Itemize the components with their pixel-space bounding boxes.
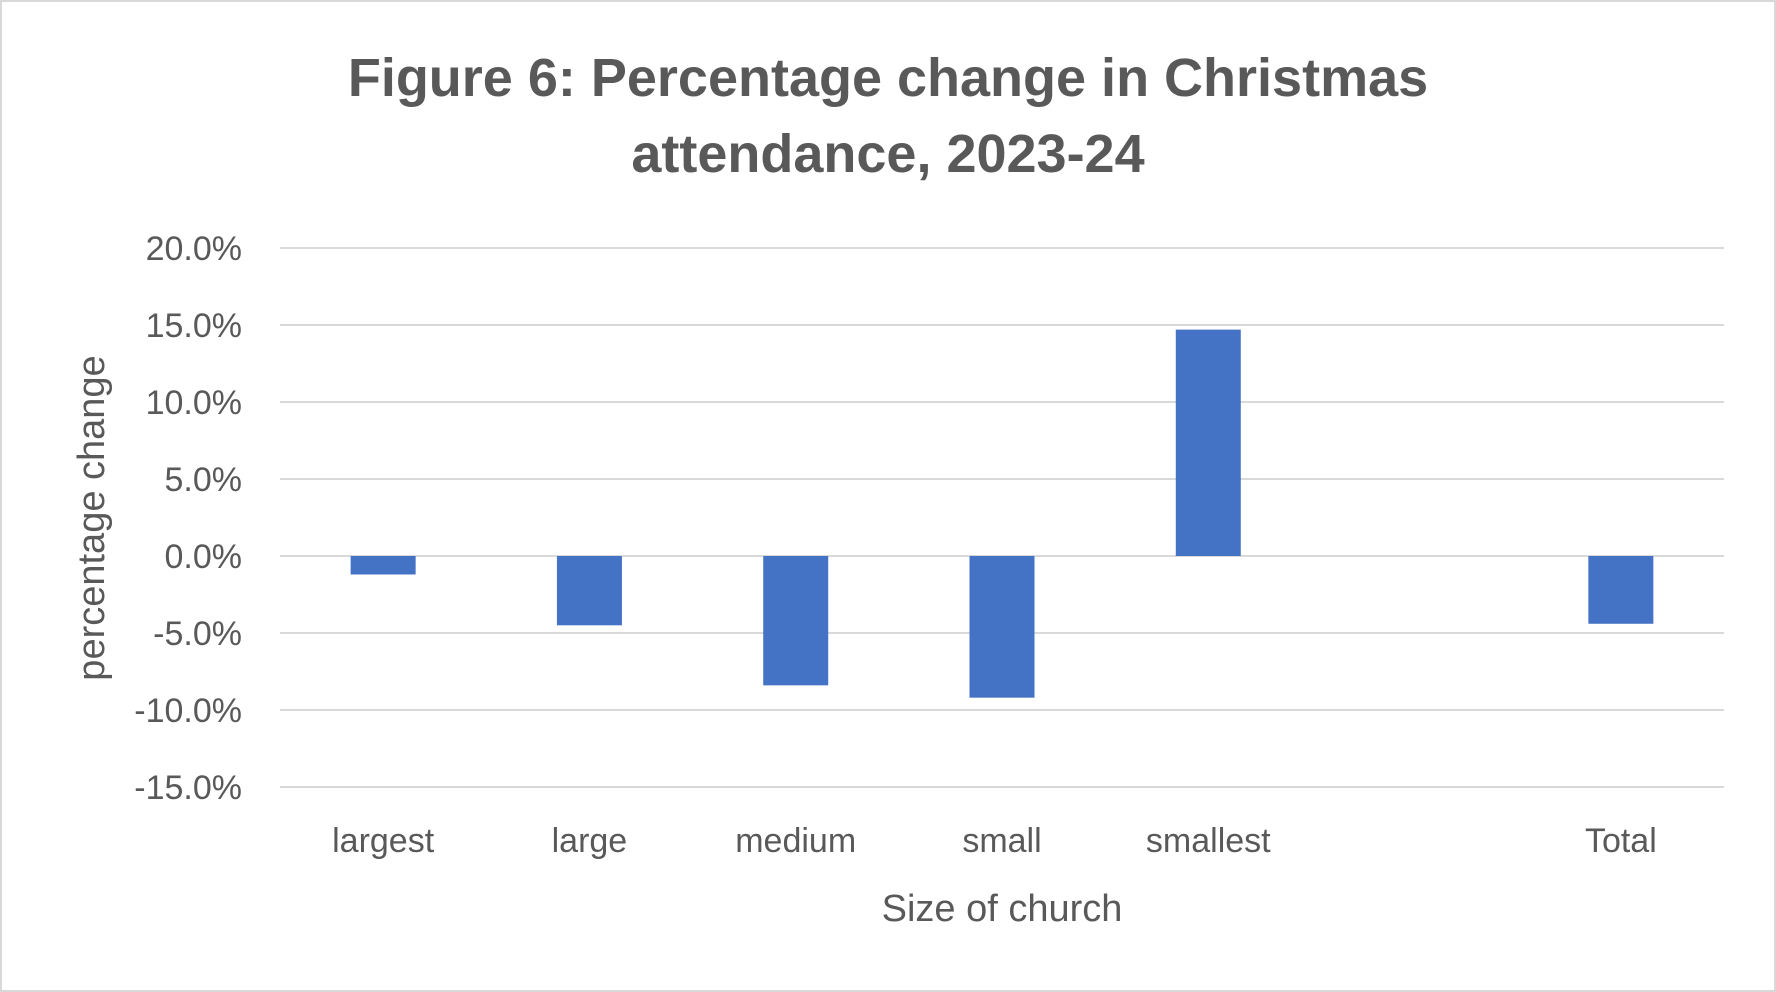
y-tick-label: 15.0%: [146, 307, 242, 345]
x-tick-label: large: [552, 822, 628, 860]
bar-smallest: [1175, 329, 1241, 556]
x-tick-label: Total: [1585, 822, 1657, 860]
y-tick-label: -10.0%: [134, 692, 242, 730]
bar-small: [969, 556, 1035, 698]
bar-Total: [1588, 556, 1654, 624]
x-tick-labels: largest large medium small smallest Total: [332, 822, 1657, 860]
bars: [350, 329, 1654, 698]
y-tick-label: 0.0%: [165, 538, 243, 576]
x-axis-title: Size of church: [882, 888, 1123, 930]
x-tick-label: smallest: [1146, 822, 1271, 860]
bar-largest: [350, 556, 416, 575]
x-tick-label: small: [962, 822, 1041, 860]
y-tick-label: -5.0%: [153, 615, 242, 653]
bar-medium: [763, 556, 829, 686]
chart-title-line-1: Figure 6: Percentage change in Christmas: [348, 48, 1428, 108]
y-tick-label: 20.0%: [146, 230, 242, 268]
y-tick-labels: 20.0% 15.0% 10.0% 5.0% 0.0% -5.0% -10.0% -15.0%: [134, 230, 242, 807]
gridlines: [280, 247, 1724, 788]
y-tick-label: 5.0%: [165, 461, 243, 499]
y-tick-label: 10.0%: [146, 384, 242, 422]
chart-title-line-2: attendance, 2023-24: [631, 124, 1144, 184]
y-tick-label: -15.0%: [134, 769, 242, 807]
x-tick-label: medium: [735, 822, 856, 860]
bar-large: [556, 556, 622, 626]
x-tick-label: largest: [332, 822, 435, 860]
y-axis-title: percentage change: [71, 355, 113, 680]
